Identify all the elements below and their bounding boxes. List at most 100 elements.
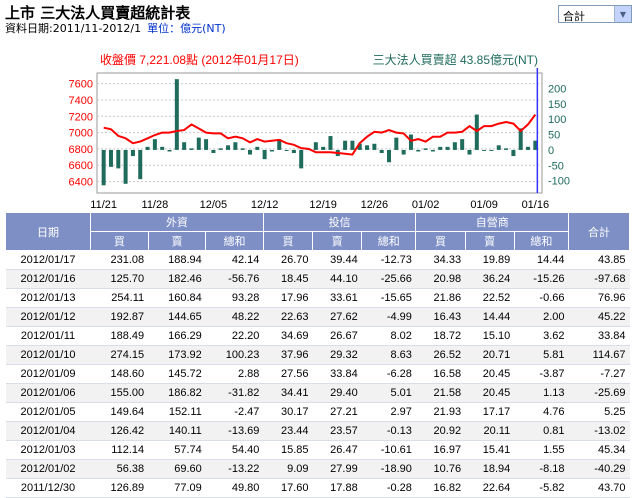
x-tick-label: 01/09 [470,199,498,211]
x-tick-label: 01/16 [522,199,550,211]
value-cell: 140.11 [148,421,206,441]
value-cell: 21.86 [415,288,466,308]
net-bar [123,149,128,184]
value-cell: -15.65 [361,288,416,308]
value-cell: 254.11 [90,288,149,308]
value-cell: 10.76 [415,459,466,479]
net-bar [108,149,113,167]
value-cell: 69.60 [148,459,206,479]
summary-select[interactable]: 合計 ▼ [558,5,632,23]
net-bar [262,149,267,160]
summary-select-value: 合計 [563,10,585,23]
value-cell: 48.22 [205,307,264,327]
price-line [103,114,537,156]
value-cell: 26.47 [312,440,362,460]
value-cell: 8.63 [361,345,416,365]
date-cell: 2012/01/09 [5,364,91,384]
price-tick-label: 7600 [69,79,93,91]
price-tick-label: 7400 [69,95,93,107]
table-row: 2012/01/03 112.14 57.74 54.40 15.85 26.47 -10.… [5,440,630,460]
date-cell: 2012/01/03 [5,440,91,460]
date-cell: 2012/01/12 [5,307,91,327]
value-cell: 56.38 [90,459,149,479]
net-bar [518,128,523,150]
net-bar [526,146,531,150]
net-tick-label: -100 [548,176,570,188]
date-cell: 2012/01/13 [5,288,91,308]
net-bar [452,142,457,150]
value-cell: 5.01 [361,383,416,403]
combo-chart: 7600 7400 7200 7000 6800 6600 6400 200 150 100 50… [69,52,571,211]
net-tick-label: 50 [548,130,560,142]
net-bar [240,148,245,150]
net-tick-label: 100 [548,114,566,126]
value-cell: -3.87 [514,364,569,384]
date-range: 資料日期:2011/11-2012/1 [5,22,142,35]
net-bar [416,149,421,152]
value-cell: 54.40 [205,440,264,460]
value-cell: 3.62 [514,326,569,346]
value-cell: 114.67 [568,345,630,365]
col-subheader: 總和 [361,231,417,251]
value-cell: 188.49 [90,326,149,346]
value-cell: -40.29 [568,459,630,479]
net-bar [284,149,289,151]
value-cell: -25.69 [568,383,630,403]
x-tick-label: 01/02 [412,199,440,211]
value-cell: 166.29 [148,326,206,346]
net-bar [291,149,296,153]
value-cell: 34.69 [263,326,313,346]
value-cell: 15.85 [263,440,313,460]
net-bar [423,148,428,150]
value-cell: 45.34 [568,440,630,460]
col-subheader: 賣 [147,231,207,251]
left-chart-title: 收盤價 7,221.08點 (2012年01月17日) [100,53,299,67]
date-cell: 2012/01/05 [5,402,91,422]
net-bar [328,136,333,150]
date-cell: 2012/01/10 [5,345,91,365]
date-cell: 2012/01/04 [5,421,91,441]
net-bar [299,149,304,169]
net-bar [379,149,384,153]
value-cell: 34.33 [415,250,466,270]
value-cell: 22.64 [465,478,515,498]
net-bar [196,137,201,150]
x-tick-label: 12/19 [309,199,337,211]
value-cell: -10.61 [361,440,416,460]
x-tick-label: 12/26 [361,199,389,211]
value-cell: 1.13 [514,383,569,403]
value-cell: 49.80 [205,478,264,498]
value-cell: 20.45 [465,364,515,384]
net-bar [277,139,282,150]
chevron-down-icon[interactable]: ▼ [614,6,631,22]
unit-label: 單位：億元(NT) [147,22,226,35]
value-cell: 20.11 [465,421,515,441]
table-row: 2012/01/06 155.00 186.82 -31.82 34.41 29.40 5.… [5,383,630,403]
value-cell: 22.63 [263,307,313,327]
table-row: 2011/12/30 126.89 77.09 49.80 17.60 17.88 -0.2… [5,478,630,498]
table-row: 2012/01/12 192.87 144.65 48.22 22.63 27.62 -4.… [5,307,630,327]
value-cell: 33.84 [568,326,630,346]
net-bar [445,146,450,150]
net-bar [189,148,194,150]
net-bar [408,134,413,150]
value-cell: 17.96 [263,288,313,308]
value-cell: 2.00 [514,307,569,327]
date-cell: 2012/01/11 [5,326,91,346]
net-bar [226,145,231,150]
value-cell: 43.85 [568,250,630,270]
net-bar [482,149,487,151]
value-cell: 18.94 [465,459,515,479]
col-subheader: 總和 [205,231,264,251]
col-subheader: 買 [415,231,466,251]
table-row: 2012/01/04 126.42 140.11 -13.69 23.44 23.57 -0… [5,421,630,441]
value-cell: 29.40 [312,383,362,403]
value-cell: 19.89 [465,250,515,270]
price-tick-label: 7200 [69,111,93,123]
value-cell: 20.92 [415,421,466,441]
value-cell: 2.97 [361,402,416,422]
table-row: 2012/01/09 148.60 145.72 2.88 27.56 33.84 -6.2… [5,364,630,384]
net-bar [182,142,187,150]
net-tick-label: -50 [548,160,564,172]
value-cell: -18.90 [361,459,416,479]
